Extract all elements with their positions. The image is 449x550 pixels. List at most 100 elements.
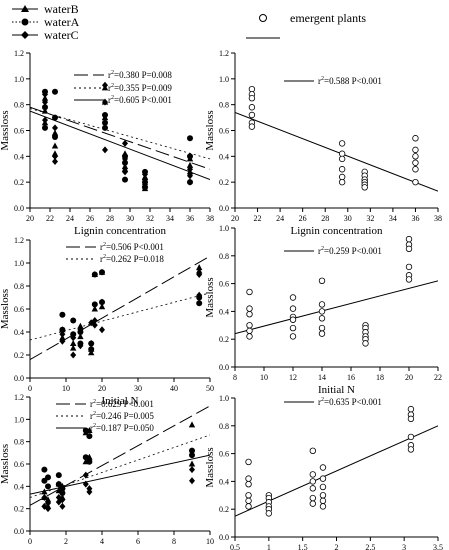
data-point-emergent-plants	[319, 475, 327, 482]
y-tick-label: 0.6	[219, 127, 229, 136]
x-tick-label: 2	[64, 537, 68, 546]
y-tick-label: 0.4	[14, 152, 24, 161]
x-tick-label: 20	[26, 214, 34, 223]
data-point-waterB	[186, 161, 194, 168]
data-point-emergent-plants	[361, 184, 368, 191]
x-tick-label: 20	[98, 384, 106, 393]
y-tick-label: 0.4	[14, 328, 24, 337]
data-point-waterB	[70, 344, 77, 351]
data-point-emergent-plants	[362, 340, 369, 347]
y-tick-label: 0.0	[14, 527, 24, 536]
data-point-emergent-plants	[319, 464, 327, 471]
data-point-emergent-plants	[319, 492, 327, 499]
data-point-waterC	[41, 494, 48, 501]
data-point-emergent-plants	[407, 405, 415, 413]
data-point-waterA	[99, 269, 105, 276]
y-tick-label: 0.2	[14, 351, 24, 360]
x-tick-label: 4	[100, 537, 104, 546]
x-tick-label: 10	[260, 373, 268, 382]
data-point-waterB	[70, 340, 77, 346]
legend-right: emergent plants	[246, 11, 366, 39]
data-point-waterC	[189, 477, 195, 485]
x-tick-label: 0	[28, 537, 32, 546]
y-tick-label: 0.8	[219, 252, 229, 261]
x-tick-label: 3.5	[433, 543, 443, 550]
y-tick-label: 0.2	[14, 505, 24, 514]
data-point-emergent-plants	[407, 415, 415, 423]
data-point-waterC	[187, 165, 193, 173]
data-point-emergent-plants	[248, 95, 256, 102]
fit-line-emergent-plants	[235, 280, 438, 335]
annotation-text: r2=0.506 P<0.001	[100, 242, 164, 252]
x-tick-label: 26	[299, 214, 307, 223]
data-point-emergent-plants	[289, 316, 297, 323]
y-axis-label: Massloss	[0, 444, 11, 484]
y-axis-label: Massloss	[204, 447, 216, 487]
data-point-emergent-plants	[407, 446, 415, 453]
data-point-waterA	[86, 458, 93, 465]
y-tick-label: 0.8	[219, 101, 229, 110]
data-point-waterC	[88, 340, 95, 347]
data-point-waterA	[55, 472, 62, 479]
data-point-emergent-plants	[309, 478, 317, 485]
x-tick-label: 14	[318, 373, 326, 382]
x-tick-label: 3	[402, 543, 406, 550]
legend-item-waterA: waterA	[12, 15, 80, 29]
y-tick-label: 0.2	[14, 178, 24, 187]
data-point-waterA	[86, 433, 93, 440]
data-point-emergent-plants	[412, 178, 419, 186]
data-point-waterC	[52, 158, 58, 165]
data-point-emergent-plants	[318, 301, 326, 308]
legend-item-waterC: waterC	[12, 28, 79, 42]
data-point-emergent-plants	[245, 492, 252, 499]
data-point-emergent-plants	[319, 503, 327, 510]
x-tick-label: 1	[267, 543, 271, 550]
data-point-emergent-plants	[309, 447, 317, 455]
data-point-emergent-plants	[338, 178, 346, 186]
data-point-waterA	[52, 114, 58, 121]
y-axis-label: Massloss	[0, 110, 11, 150]
data-point-emergent-plants	[246, 327, 253, 335]
x-tick-label: 10	[206, 537, 214, 546]
x-axis-label: Initial N	[318, 384, 355, 396]
x-tick-label: 32	[366, 214, 374, 223]
data-point-emergent-plants	[245, 497, 252, 505]
data-point-emergent-plants	[309, 494, 317, 502]
x-tick-label: 36	[411, 214, 419, 223]
x-tick-label: 50	[206, 384, 214, 393]
y-tick-label: 0.8	[14, 282, 24, 291]
data-point-waterA	[45, 474, 51, 481]
data-point-waterC	[91, 317, 98, 324]
data-point-waterB	[77, 322, 84, 329]
data-point-waterA	[59, 311, 66, 318]
annotation-text: r2=0.246 P=0.005	[90, 411, 154, 421]
annotation-text: r2=0.635 P<0.001	[318, 397, 382, 407]
data-point-emergent-plants	[338, 173, 346, 181]
x-tick-label: 20	[405, 373, 413, 382]
chart-panel-d: 8 10 12 14 16 18 20 22 0.0 0.2 0.4 0.6 0.8 1.0 Initial…	[204, 224, 442, 396]
data-point-waterB	[196, 264, 203, 271]
x-tick-label: 36	[186, 214, 194, 223]
data-point-emergent-plants	[338, 166, 346, 173]
y-axis-label: Massloss	[204, 277, 216, 317]
y-tick-label: 0.0	[219, 363, 229, 372]
y-tick-label: 0.6	[14, 305, 24, 314]
y-tick-label: 0.4	[219, 477, 229, 486]
data-point-waterB	[188, 421, 196, 428]
data-point-emergent-plants	[405, 263, 413, 271]
data-point-waterC	[122, 168, 128, 176]
data-point-waterC	[82, 480, 89, 488]
x-tick-label: 6	[136, 537, 140, 546]
data-point-emergent-plants	[319, 483, 327, 491]
data-point-waterA	[52, 133, 58, 140]
x-tick-label: 34	[389, 214, 397, 223]
data-point-waterC	[142, 170, 148, 178]
data-point-waterA	[189, 452, 195, 459]
x-tick-label: 30	[134, 384, 142, 393]
y-tick-label: 0.8	[219, 422, 229, 431]
y-tick-label: 0.6	[219, 450, 229, 459]
legend-label-waterA: waterA	[44, 15, 80, 29]
y-axis-label: Massloss	[204, 110, 216, 150]
y-axis-label: Massloss	[0, 289, 11, 329]
data-point-waterB	[41, 488, 48, 495]
